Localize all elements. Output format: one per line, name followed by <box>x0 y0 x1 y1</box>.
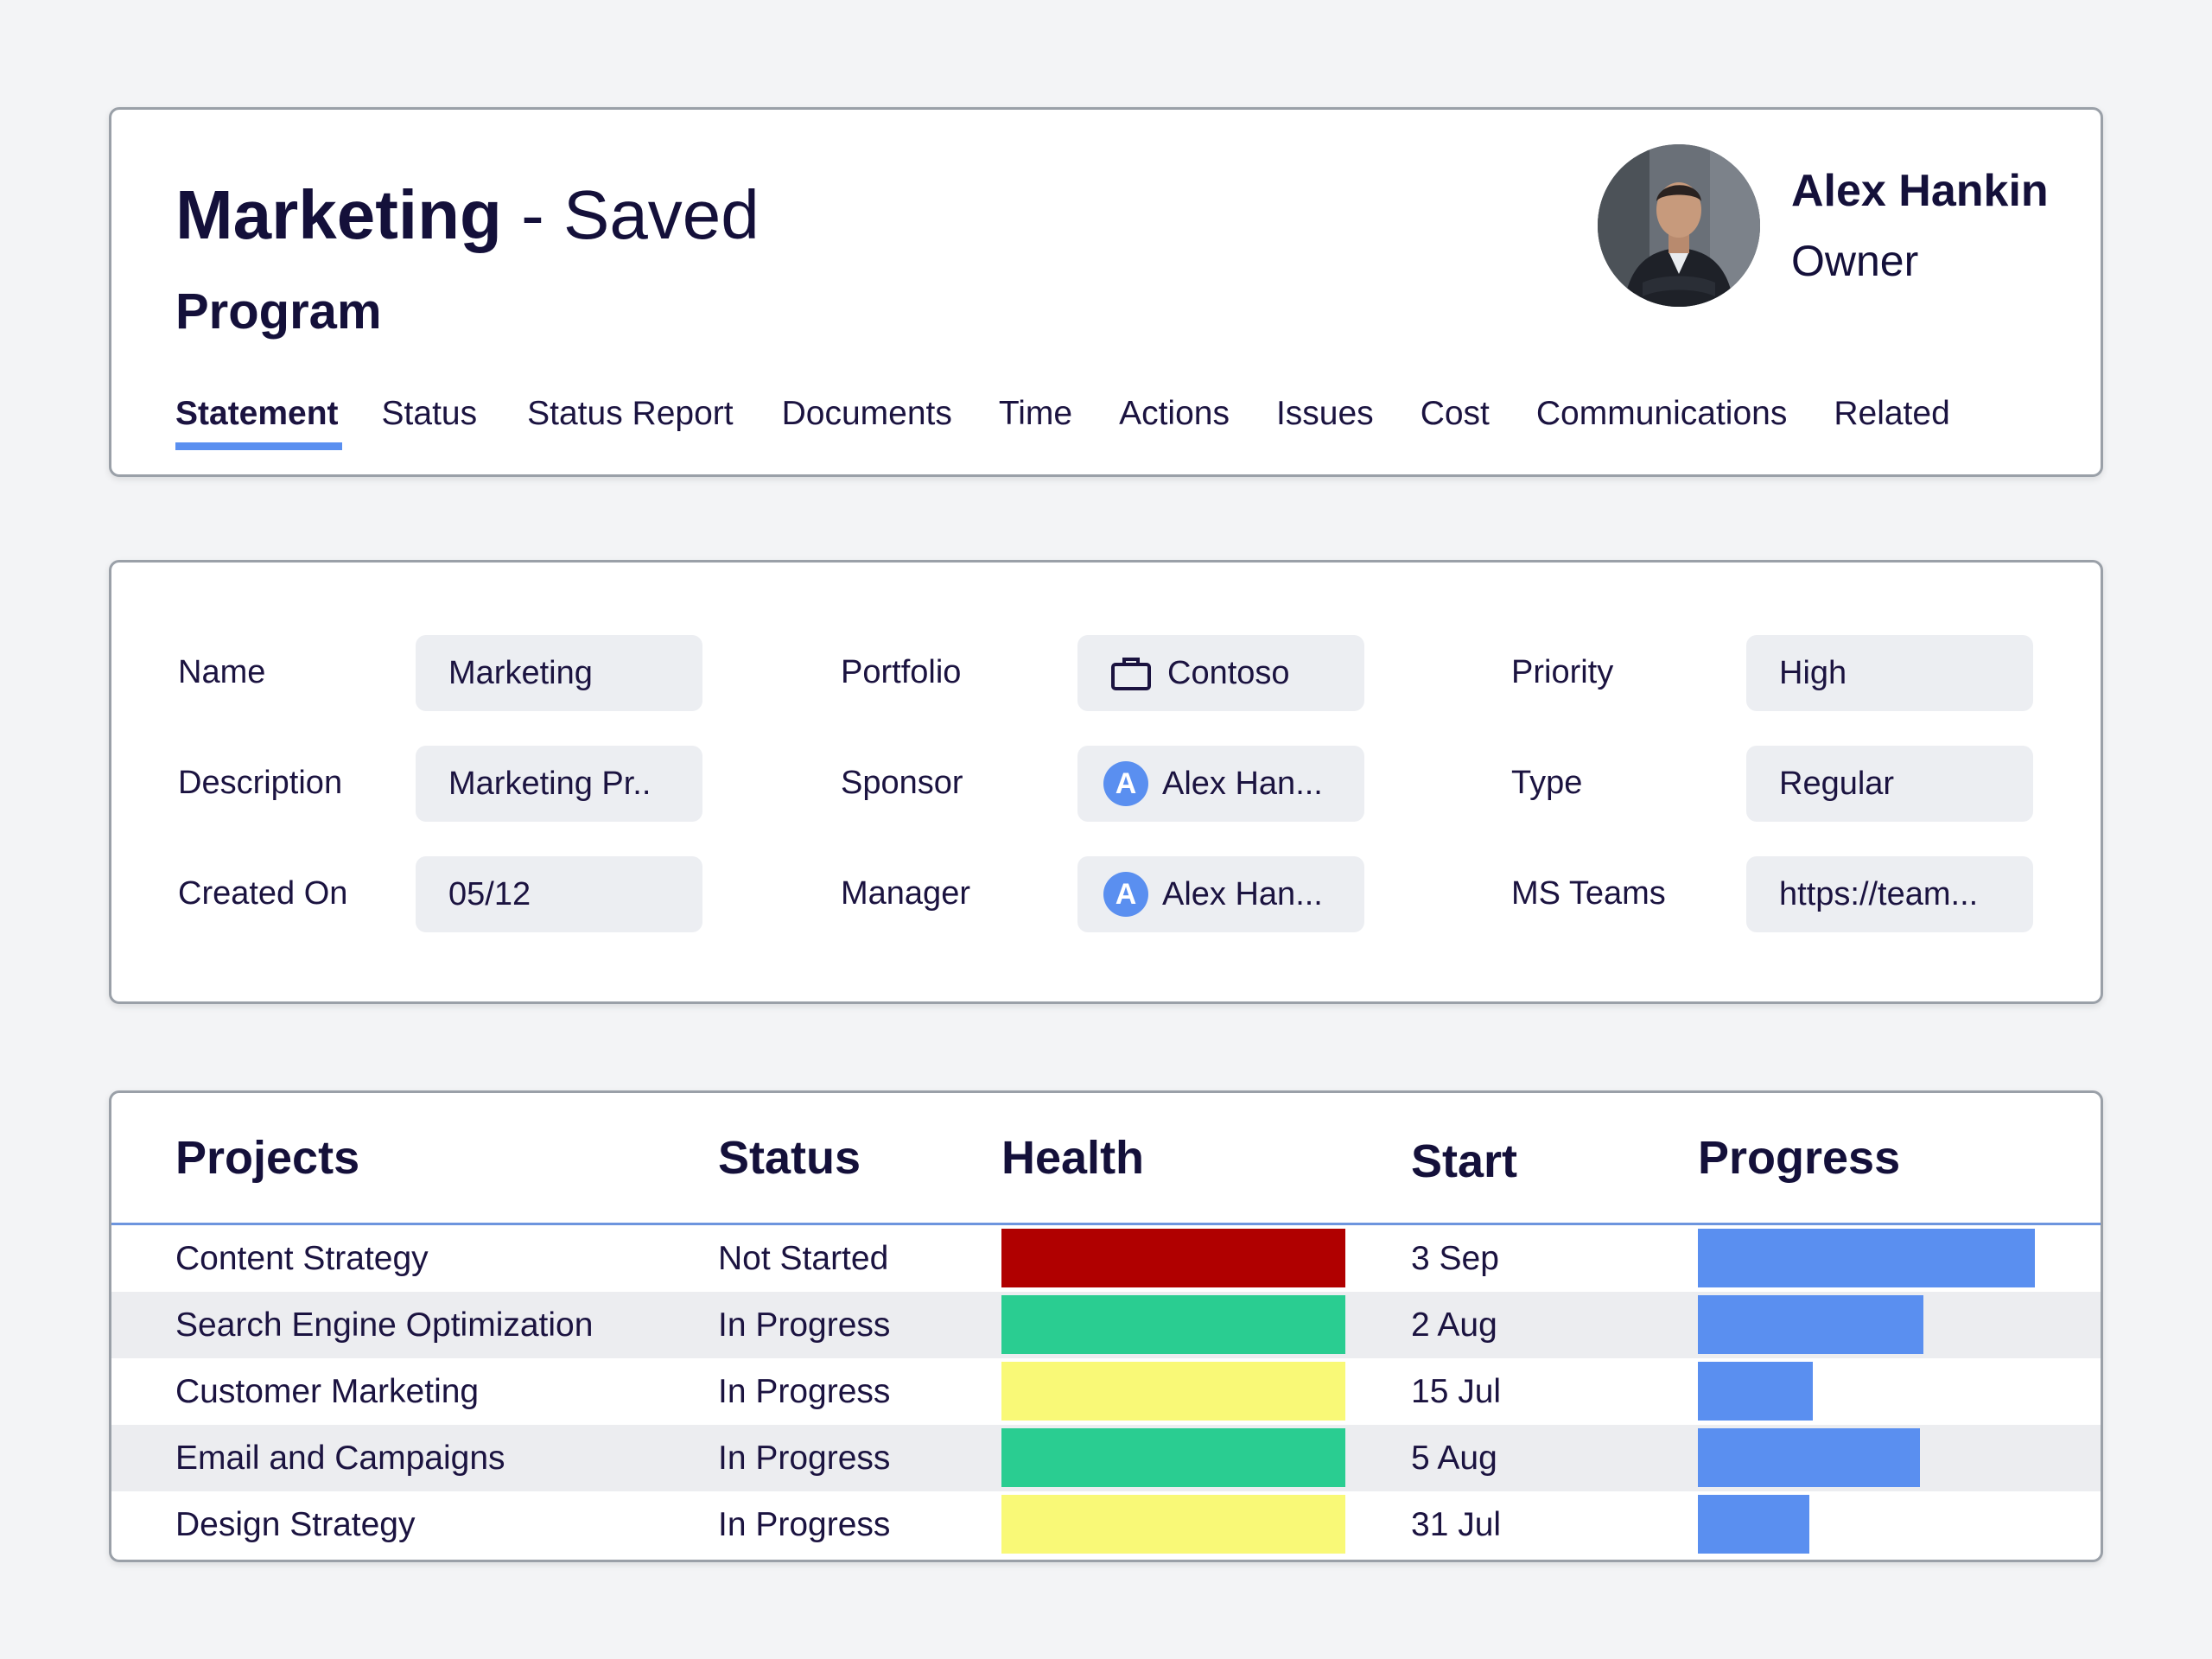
projects-table-card: Projects Status Health Start Progress Co… <box>109 1090 2103 1562</box>
column-header-projects[interactable]: Projects <box>175 1132 360 1184</box>
page-title: Marketing - Saved <box>175 172 760 258</box>
health-indicator <box>1001 1229 1345 1287</box>
header-divider <box>111 1223 2101 1225</box>
statement-fields-card: Name Marketing Description Marketing Pr.… <box>109 560 2103 1004</box>
column-header-progress[interactable]: Progress <box>1698 1132 1901 1184</box>
owner-role: Owner <box>1791 237 1919 285</box>
progress-bar-fill <box>1698 1495 1809 1554</box>
tab-cost[interactable]: Cost <box>1420 395 1490 432</box>
description-field[interactable]: Marketing Pr.. <box>416 746 702 822</box>
sponsor-field[interactable]: A Alex Han... <box>1077 746 1364 822</box>
table-row[interactable]: Content Strategy Not Started 3 Sep <box>111 1225 2101 1292</box>
created-on-value: 05/12 <box>448 875 531 912</box>
program-name: Marketing <box>175 176 502 253</box>
portfolio-label: Portfolio <box>841 654 962 690</box>
tab-time[interactable]: Time <box>998 395 1073 432</box>
tab-bar: Statement Status Status Report Documents… <box>175 395 1950 450</box>
tab-status-report[interactable]: Status Report <box>527 395 734 432</box>
manager-field[interactable]: A Alex Han... <box>1077 856 1364 932</box>
name-field[interactable]: Marketing <box>416 635 702 711</box>
project-name[interactable]: Search Engine Optimization <box>175 1306 594 1344</box>
tab-status[interactable]: Status <box>381 395 478 432</box>
priority-value: High <box>1779 654 1847 691</box>
sponsor-value: Alex Han... <box>1162 765 1323 802</box>
manager-value: Alex Han... <box>1162 875 1323 912</box>
ms-teams-label: MS Teams <box>1511 875 1666 912</box>
project-start-date: 31 Jul <box>1411 1506 1502 1543</box>
table-row[interactable]: Search Engine Optimization In Progress 2 A… <box>111 1292 2101 1358</box>
project-status: In Progress <box>718 1506 891 1543</box>
ms-teams-field[interactable]: https://team... <box>1746 856 2033 932</box>
table-row[interactable]: Email and Campaigns In Progress 5 Aug <box>111 1425 2101 1491</box>
project-status: Not Started <box>718 1240 889 1277</box>
health-indicator <box>1001 1495 1345 1554</box>
sponsor-avatar-icon: A <box>1103 761 1148 806</box>
project-start-date: 3 Sep <box>1411 1240 1499 1277</box>
progress-bar <box>1698 1229 2035 1287</box>
priority-label: Priority <box>1511 654 1614 690</box>
type-label: Type <box>1511 765 1583 801</box>
owner-name[interactable]: Alex Hankin <box>1791 166 2049 216</box>
progress-bar <box>1698 1362 2035 1421</box>
ms-teams-value: https://team... <box>1779 875 1979 912</box>
created-on-field[interactable]: 05/12 <box>416 856 702 932</box>
save-status: Saved <box>563 176 760 253</box>
project-name[interactable]: Content Strategy <box>175 1240 429 1277</box>
progress-bar <box>1698 1428 2035 1487</box>
project-status: In Progress <box>718 1373 891 1410</box>
type-value: Regular <box>1779 765 1895 802</box>
sponsor-label: Sponsor <box>841 765 963 801</box>
portfolio-field[interactable]: Contoso <box>1077 635 1364 711</box>
description-label: Description <box>178 765 343 801</box>
priority-field[interactable]: High <box>1746 635 2033 711</box>
description-value: Marketing Pr.. <box>448 765 652 802</box>
tab-actions[interactable]: Actions <box>1119 395 1230 432</box>
tab-issues[interactable]: Issues <box>1275 395 1374 432</box>
project-name[interactable]: Email and Campaigns <box>175 1440 505 1477</box>
project-name[interactable]: Design Strategy <box>175 1506 416 1543</box>
tab-related[interactable]: Related <box>1834 395 1950 432</box>
briefcase-icon <box>1110 655 1152 691</box>
entity-type-label: Program <box>175 283 382 340</box>
progress-bar <box>1698 1295 2035 1354</box>
column-header-start[interactable]: Start <box>1411 1135 1518 1187</box>
progress-bar-fill <box>1698 1295 1923 1354</box>
table-row[interactable]: Design Strategy In Progress 31 Jul <box>111 1491 2101 1558</box>
progress-bar <box>1698 1495 2035 1554</box>
progress-bar-fill <box>1698 1362 1813 1421</box>
project-name[interactable]: Customer Marketing <box>175 1373 480 1410</box>
table-row[interactable]: Customer Marketing In Progress 15 Jul <box>111 1358 2101 1425</box>
project-start-date: 2 Aug <box>1411 1306 1497 1344</box>
progress-bar-fill <box>1698 1428 1920 1487</box>
project-start-date: 15 Jul <box>1411 1373 1502 1410</box>
column-header-health[interactable]: Health <box>1001 1132 1145 1184</box>
person-photo-icon <box>1598 144 1760 307</box>
tab-documents[interactable]: Documents <box>781 395 952 432</box>
progress-bar-fill <box>1698 1229 2035 1287</box>
owner-avatar[interactable] <box>1598 144 1760 307</box>
title-separator: - <box>501 176 563 253</box>
health-indicator <box>1001 1362 1345 1421</box>
project-status: In Progress <box>718 1306 891 1344</box>
type-field[interactable]: Regular <box>1746 746 2033 822</box>
manager-avatar-icon: A <box>1103 872 1148 917</box>
tab-statement[interactable]: Statement <box>175 395 342 450</box>
portfolio-value: Contoso <box>1167 654 1290 691</box>
project-start-date: 5 Aug <box>1411 1440 1497 1477</box>
health-indicator <box>1001 1295 1345 1354</box>
program-header-card: Marketing - Saved Program Alex Hankin Ow… <box>109 107 2103 477</box>
name-value: Marketing <box>448 654 593 691</box>
tab-communications[interactable]: Communications <box>1535 395 1788 432</box>
created-on-label: Created On <box>178 875 348 912</box>
column-header-status[interactable]: Status <box>718 1132 861 1184</box>
project-status: In Progress <box>718 1440 891 1477</box>
health-indicator <box>1001 1428 1345 1487</box>
manager-label: Manager <box>841 875 970 912</box>
name-label: Name <box>178 654 266 690</box>
